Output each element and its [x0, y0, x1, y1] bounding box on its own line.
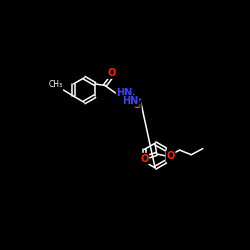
- Text: CH₃: CH₃: [49, 80, 63, 89]
- Text: HN: HN: [116, 88, 133, 98]
- Text: S: S: [134, 100, 141, 110]
- Text: HN: HN: [122, 96, 139, 106]
- Text: O: O: [140, 154, 148, 164]
- Text: O: O: [108, 68, 116, 78]
- Text: O: O: [166, 151, 174, 161]
